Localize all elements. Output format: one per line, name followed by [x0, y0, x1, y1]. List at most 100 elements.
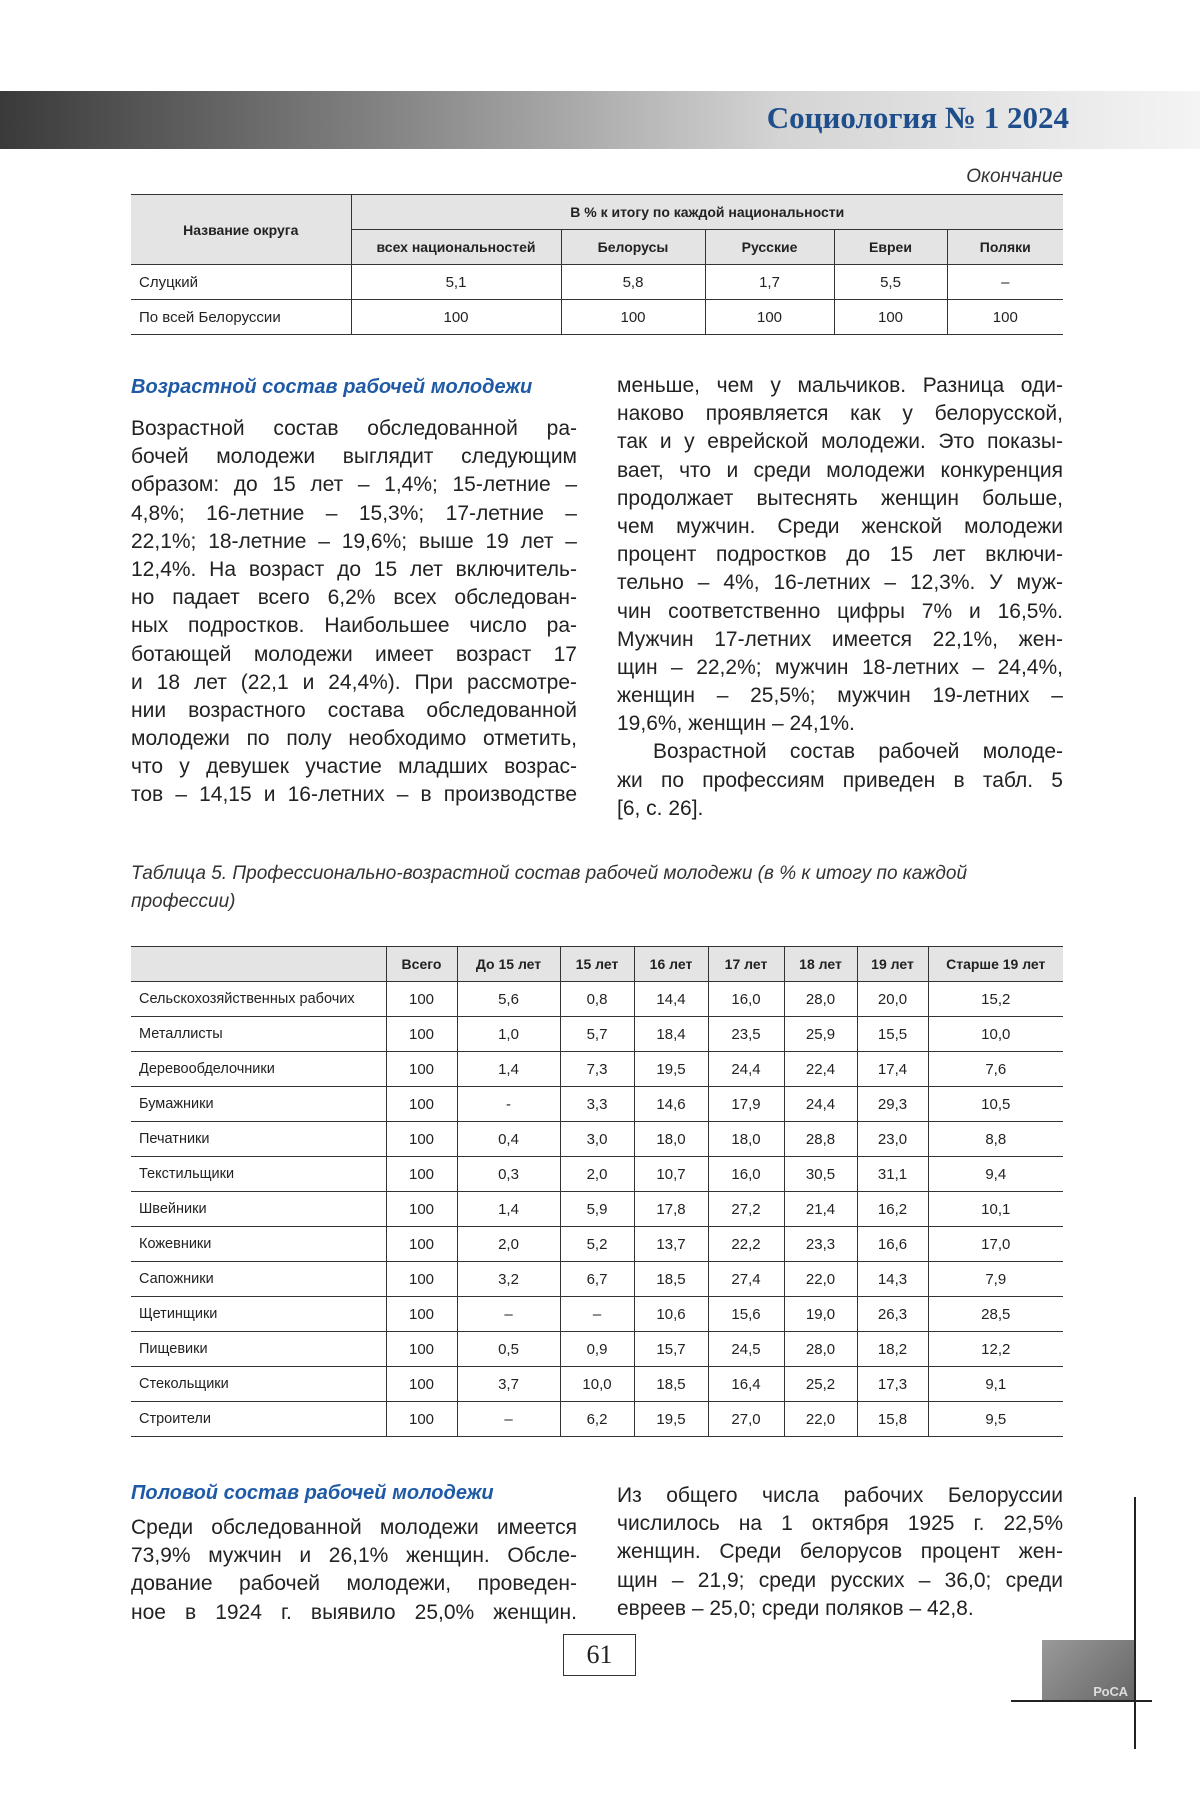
header-cell: всех национальностей	[351, 230, 561, 265]
text-column: Возрастной состав обследованной ра-бочей…	[131, 415, 577, 810]
table-cell: 23,3	[784, 1227, 857, 1262]
table-row: Слуцкий5,15,81,75,5–	[131, 265, 1063, 300]
table-cell: Строители	[131, 1402, 386, 1437]
table-cell: 22,2	[708, 1227, 784, 1262]
table-cell: 13,7	[634, 1227, 708, 1262]
table-cell: 25,9	[784, 1017, 857, 1052]
table-cell: 28,5	[928, 1297, 1063, 1332]
table-row: Металлисты1001,05,718,423,525,915,510,0	[131, 1017, 1063, 1052]
rule	[1134, 1497, 1136, 1749]
text-line: так и у еврейской молодежи. Это показы-	[617, 428, 1063, 456]
table-cell: 6,7	[560, 1262, 634, 1297]
table-row: Печатники1000,43,018,018,028,823,08,8	[131, 1122, 1063, 1157]
text-line: и 18 лет (22,1 и 24,4%). При рассмотре-	[131, 669, 577, 697]
journal-title: Социология № 1 2024	[767, 100, 1069, 136]
table-cell: 19,5	[634, 1402, 708, 1437]
table-cell: 100	[834, 300, 947, 335]
table-cell: Сельскохозяйственных рабочих	[131, 982, 386, 1017]
table-cell: –	[457, 1402, 560, 1437]
text-line: ных подростков. Наибольшее число ра-	[131, 612, 577, 640]
table-cell: –	[457, 1297, 560, 1332]
table-cell: 1,7	[705, 265, 834, 300]
table-cell: 5,8	[561, 265, 705, 300]
table-cell: 23,5	[708, 1017, 784, 1052]
table-cell: 100	[386, 982, 457, 1017]
table-cell: 28,8	[784, 1122, 857, 1157]
table-cell: 14,3	[857, 1262, 928, 1297]
table-cell: 14,4	[634, 982, 708, 1017]
table-cell: 8,8	[928, 1122, 1063, 1157]
text-line: чин соответственно цифры 7% и 16,5%.	[617, 598, 1063, 626]
table-cell: 19,0	[784, 1297, 857, 1332]
text-line: Возрастной состав обследованной ра-	[131, 415, 577, 443]
table-cell: Щетинщики	[131, 1297, 386, 1332]
text-line: Среди обследованной молодежи имеется	[131, 1514, 577, 1542]
table-cell: 10,5	[928, 1087, 1063, 1122]
table-caption: Таблица 5. Профессионально-возрастной со…	[131, 860, 1031, 916]
table-cell: 5,1	[351, 265, 561, 300]
text-line: щин – 22,2%; мужчин 18-летних – 24,4%,	[617, 654, 1063, 682]
table-row: Строители100–6,219,527,022,015,89,5	[131, 1402, 1063, 1437]
rule	[1011, 1700, 1152, 1702]
table-cell: 28,0	[784, 1332, 857, 1367]
table-cell: 1,0	[457, 1017, 560, 1052]
table-cell: 3,2	[457, 1262, 560, 1297]
table-cell: 15,7	[634, 1332, 708, 1367]
table-cell: 17,9	[708, 1087, 784, 1122]
table-cell: По всей Белоруссии	[131, 300, 351, 335]
table-cell: 27,4	[708, 1262, 784, 1297]
table-cell: 100	[386, 1157, 457, 1192]
table-cell: Печатники	[131, 1122, 386, 1157]
table-cell: 16,2	[857, 1192, 928, 1227]
table-cell: 0,4	[457, 1122, 560, 1157]
table-cell: 5,9	[560, 1192, 634, 1227]
table-cell: 27,0	[708, 1402, 784, 1437]
table-cell: 100	[386, 1087, 457, 1122]
table-cell: 15,2	[928, 982, 1063, 1017]
table-cell: 17,8	[634, 1192, 708, 1227]
text-line: дование рабочей молодежи, проведен-	[131, 1570, 577, 1598]
header-row: ВсегоДо 15 лет15 лет16 лет17 лет18 лет19…	[131, 947, 1063, 982]
header-cell: До 15 лет	[457, 947, 560, 982]
text-line: наково проявляется как у белорусской,	[617, 400, 1063, 428]
text-line: чем мужчин. Среди женской молодежи	[617, 513, 1063, 541]
table-cell: 100	[386, 1297, 457, 1332]
table-cell: 7,9	[928, 1262, 1063, 1297]
table-cell: –	[947, 265, 1063, 300]
text-line: 73,9% мужчин и 26,1% женщин. Обсле-	[131, 1542, 577, 1570]
table-row: Сапожники1003,26,718,527,422,014,37,9	[131, 1262, 1063, 1297]
table-cell: 21,4	[784, 1192, 857, 1227]
table-cell: Текстильщики	[131, 1157, 386, 1192]
table-cell: 3,3	[560, 1087, 634, 1122]
table-cell: 31,1	[857, 1157, 928, 1192]
table-cell: 100	[386, 1262, 457, 1297]
text-column: Среди обследованной молодежи имеется73,9…	[131, 1514, 577, 1627]
table-cell: 2,0	[560, 1157, 634, 1192]
header-cell: 16 лет	[634, 947, 708, 982]
table-row: По всей Белоруссии100100100100100	[131, 300, 1063, 335]
table-cell: 0,3	[457, 1157, 560, 1192]
header-row: Название округаВ % к итогу по каждой нац…	[131, 195, 1063, 230]
header-cell: 15 лет	[560, 947, 634, 982]
table-cell: 10,6	[634, 1297, 708, 1332]
table-cell: 10,0	[560, 1367, 634, 1402]
table-cell: 15,8	[857, 1402, 928, 1437]
header-cell: 18 лет	[784, 947, 857, 982]
text-line: Мужчин 17-летних имеется 22,1%, жен-	[617, 626, 1063, 654]
table-cell: 18,2	[857, 1332, 928, 1367]
table-cell: 25,2	[784, 1367, 857, 1402]
header-cell	[131, 947, 386, 982]
table-5: ВсегоДо 15 лет15 лет16 лет17 лет18 лет19…	[131, 946, 1063, 1437]
table-cell: Металлисты	[131, 1017, 386, 1052]
header-cell: Евреи	[834, 230, 947, 265]
table-cell: 100	[386, 1192, 457, 1227]
table-cell: 100	[386, 1017, 457, 1052]
text-line: [6, с. 26].	[617, 795, 1063, 823]
table-cell: 0,9	[560, 1332, 634, 1367]
text-line: ное в 1924 г. выявило 25,0% женщин.	[131, 1599, 577, 1627]
table-cell: Стекольщики	[131, 1367, 386, 1402]
table-row: Швейники1001,45,917,827,221,416,210,1	[131, 1192, 1063, 1227]
table-cell: 10,0	[928, 1017, 1063, 1052]
table-cell: 100	[386, 1122, 457, 1157]
